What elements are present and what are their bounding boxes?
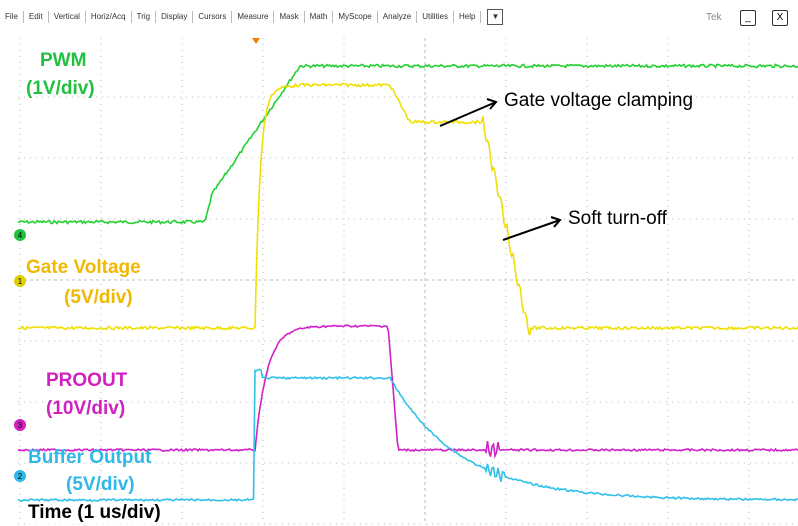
buffer-scale: (5V/div): [66, 474, 135, 495]
menu-item[interactable]: Cursors: [193, 11, 233, 23]
channel-marker-label: 3: [18, 421, 23, 430]
arrow: [439, 98, 498, 127]
buffer-label: Buffer Output: [28, 447, 152, 468]
menu-item[interactable]: Math: [305, 11, 334, 23]
menu-dropdown[interactable]: ▼: [487, 9, 504, 25]
menu-item[interactable]: Edit: [24, 11, 49, 23]
menu-item[interactable]: Trig: [132, 11, 157, 23]
minimize-button[interactable]: _: [740, 10, 756, 26]
channel-marker-label: 1: [18, 277, 23, 286]
menu-item[interactable]: Help: [454, 11, 482, 23]
channel-marker-label: 4: [18, 231, 23, 240]
proout-scale: (10V/div): [46, 398, 126, 419]
channel-marker: [14, 275, 26, 287]
channel-marker-label: 2: [18, 472, 23, 481]
time-scale: Time (1 us/div): [28, 502, 161, 524]
menu-item[interactable]: Mask: [274, 11, 305, 23]
pwm-trace: [17, 63, 798, 225]
menu-item[interactable]: Display: [156, 11, 194, 23]
menu-item[interactable]: Vertical: [49, 11, 86, 23]
brand-logo: Tek: [706, 12, 722, 23]
trigger-marker: [252, 38, 260, 44]
channel-marker: [14, 470, 26, 482]
menu-item[interactable]: Horiz/Acq: [86, 11, 132, 23]
menu-item[interactable]: File: [0, 11, 24, 23]
clamping-annotation: Gate voltage clamping: [504, 90, 694, 112]
buffer-trace: [17, 368, 798, 503]
pwm-scale: (1V/div): [26, 78, 95, 99]
gate-trace: [17, 82, 798, 336]
gate-scale: (5V/div): [64, 287, 133, 308]
menu-item[interactable]: Utilities: [417, 11, 454, 23]
channel-marker: [14, 419, 26, 431]
menu-bar: File Edit Vertical Horiz/Acq Trig Display Curs…: [0, 0, 798, 34]
soft-turnoff-annotation: Soft turn-off: [568, 208, 667, 230]
close-button[interactable]: X: [772, 10, 788, 26]
pwm-label: PWM: [40, 50, 87, 71]
menu-item[interactable]: Analyze: [378, 11, 418, 23]
gate-label: Gate Voltage: [26, 257, 141, 279]
proout-label: PROOUT: [46, 370, 128, 391]
menu-item[interactable]: MyScope: [333, 11, 378, 23]
proout-trace: [17, 324, 798, 459]
channel-marker: [14, 229, 26, 241]
menu-item[interactable]: Measure: [232, 11, 275, 23]
arrow: [502, 216, 562, 241]
